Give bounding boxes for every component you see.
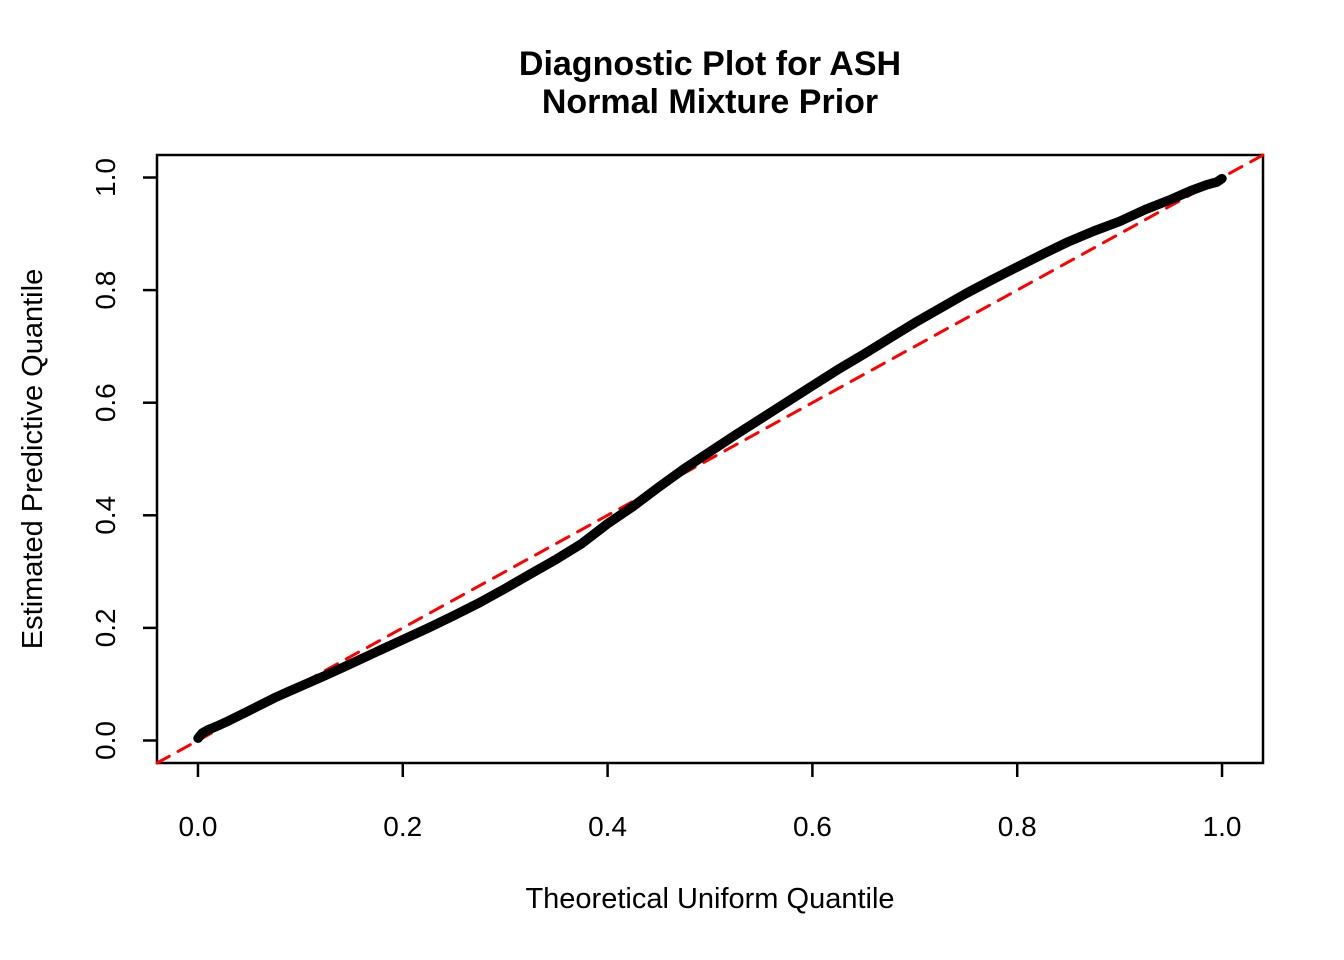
y-tick-label: 0.2	[90, 608, 121, 647]
x-tick-label: 0.4	[588, 811, 627, 842]
x-tick-label: 0.8	[998, 811, 1037, 842]
plot-series	[155, 153, 1265, 765]
y-axis: 0.0 0.2 0.4 0.6 0.8 1.0	[90, 158, 157, 760]
estimated-predictive-quantile-curve	[193, 173, 1227, 743]
y-tick-label: 1.0	[90, 158, 121, 197]
x-tick-label: 0.0	[178, 811, 217, 842]
plot-title-line-2: Normal Mixture Prior	[542, 83, 878, 121]
y-tick-label: 0.6	[90, 383, 121, 422]
y-tick-label: 0.4	[90, 496, 121, 535]
x-axis-label: Theoretical Uniform Quantile	[525, 883, 894, 915]
plot-box	[155, 153, 1265, 765]
y-tick-label: 0.0	[90, 721, 121, 760]
x-tick-label: 0.2	[383, 811, 422, 842]
x-axis: 0.0 0.2 0.4 0.6 0.8 1.0	[178, 763, 1242, 842]
identity-reference-line	[155, 153, 1265, 765]
plot-title-line-1: Diagnostic Plot for ASH	[519, 45, 901, 83]
x-tick-label: 0.6	[793, 811, 832, 842]
x-tick-label: 1.0	[1203, 811, 1242, 842]
y-tick-label: 0.8	[90, 271, 121, 310]
y-axis-label: Estimated Predictive Quantile	[17, 269, 49, 649]
